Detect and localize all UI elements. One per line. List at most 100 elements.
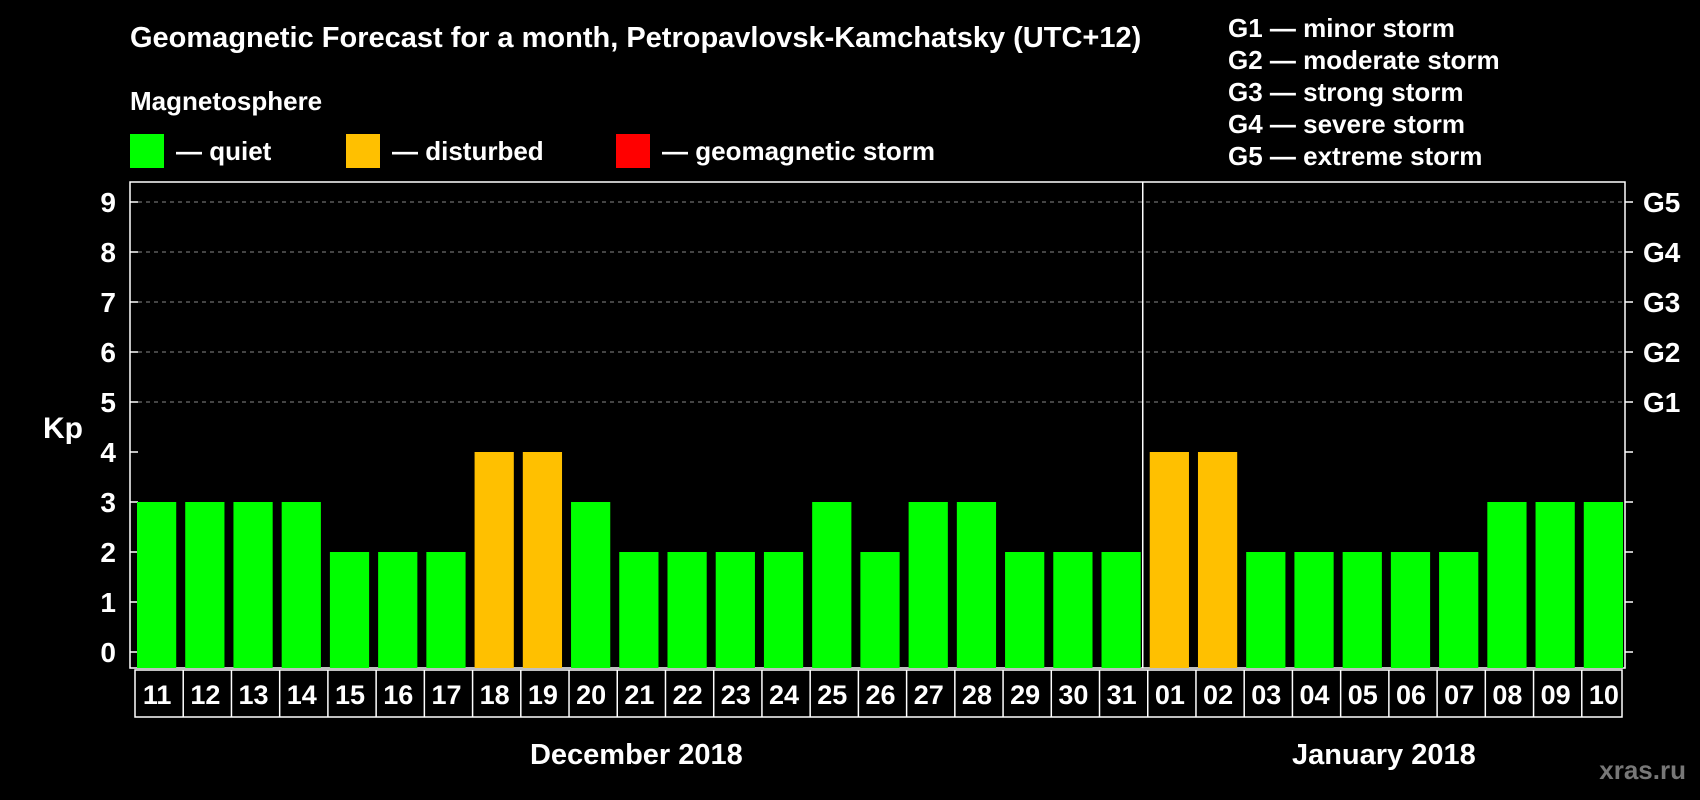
legend-swatch-storm bbox=[616, 134, 650, 168]
day-label: 04 bbox=[1300, 680, 1330, 710]
bar bbox=[378, 552, 418, 668]
day-label: 27 bbox=[914, 680, 944, 710]
storm-scale-g4: G4 — severe storm bbox=[1228, 109, 1466, 139]
y-tick-label: 0 bbox=[100, 637, 116, 668]
bar bbox=[1246, 552, 1286, 668]
day-label: 24 bbox=[769, 680, 799, 710]
right-tick-label: G3 bbox=[1643, 287, 1680, 318]
day-label: 16 bbox=[383, 680, 413, 710]
bar bbox=[1583, 502, 1623, 668]
storm-scale-g2: G2 — moderate storm bbox=[1228, 45, 1500, 75]
day-label: 28 bbox=[962, 680, 992, 710]
bar bbox=[185, 502, 225, 668]
bar bbox=[763, 552, 804, 668]
storm-scale-g3: G3 — strong storm bbox=[1228, 77, 1464, 107]
bar bbox=[1005, 552, 1045, 668]
bar bbox=[1487, 502, 1527, 668]
right-tick-label: G4 bbox=[1643, 237, 1681, 268]
legend-heading: Magnetosphere bbox=[130, 86, 323, 116]
y-tick-label: 2 bbox=[100, 537, 116, 568]
day-label: 02 bbox=[1203, 680, 1233, 710]
day-label: 13 bbox=[239, 680, 269, 710]
right-tick-label: G5 bbox=[1643, 187, 1680, 218]
day-label: 10 bbox=[1589, 680, 1619, 710]
y-tick-label: 1 bbox=[100, 587, 116, 618]
storm-scale-legend: G1 — minor storm G2 — moderate storm G3 … bbox=[1228, 12, 1500, 172]
day-label: 09 bbox=[1541, 680, 1571, 710]
month-label: January 2018 bbox=[1292, 739, 1476, 771]
y-axis-label: Kp bbox=[43, 412, 83, 445]
day-label: 14 bbox=[287, 680, 317, 710]
bar bbox=[956, 502, 997, 668]
bar bbox=[1101, 552, 1141, 668]
watermark: xras.ru bbox=[1599, 755, 1686, 785]
day-axis-frame bbox=[134, 669, 1623, 718]
y-tick-label: 6 bbox=[100, 337, 116, 368]
day-label: 12 bbox=[190, 680, 220, 710]
day-label: 31 bbox=[1107, 680, 1137, 710]
legend-storm: — geomagnetic storm bbox=[616, 134, 935, 168]
storm-scale-g1: G1 — minor storm bbox=[1228, 13, 1455, 43]
y-tick-label: 9 bbox=[100, 187, 116, 218]
bar bbox=[812, 502, 852, 668]
bar bbox=[329, 552, 370, 668]
day-label: 08 bbox=[1492, 680, 1522, 710]
bar bbox=[233, 502, 273, 668]
bar bbox=[1342, 552, 1382, 668]
legend-quiet: — quiet bbox=[130, 134, 271, 168]
day-label: 11 bbox=[143, 680, 172, 710]
day-label: 01 bbox=[1155, 680, 1185, 710]
bar bbox=[1294, 552, 1334, 668]
bar bbox=[1535, 502, 1575, 668]
bar bbox=[860, 552, 900, 668]
bar bbox=[474, 452, 514, 668]
day-label: 15 bbox=[335, 680, 365, 710]
day-label: 26 bbox=[865, 680, 895, 710]
right-tick-label: G2 bbox=[1643, 337, 1680, 368]
bar bbox=[571, 502, 611, 668]
bar bbox=[908, 502, 948, 668]
bar bbox=[1439, 552, 1479, 668]
day-label: 03 bbox=[1251, 680, 1281, 710]
day-label: 07 bbox=[1444, 680, 1474, 710]
bar bbox=[1390, 552, 1431, 668]
storm-scale-g5: G5 — extreme storm bbox=[1228, 141, 1483, 171]
right-tick-label: G1 bbox=[1643, 387, 1680, 418]
y-tick-label: 8 bbox=[100, 237, 116, 268]
day-label: 22 bbox=[673, 680, 703, 710]
y-tick-label: 4 bbox=[100, 437, 116, 468]
day-label: 23 bbox=[721, 680, 751, 710]
bar bbox=[426, 552, 466, 668]
day-label: 29 bbox=[1010, 680, 1040, 710]
bar bbox=[1197, 452, 1238, 668]
legend-disturbed: — disturbed bbox=[346, 134, 544, 168]
day-label: 21 bbox=[624, 680, 654, 710]
day-label: 05 bbox=[1348, 680, 1378, 710]
day-label: 18 bbox=[480, 680, 510, 710]
legend-label-quiet: — quiet bbox=[176, 135, 272, 166]
day-label: 17 bbox=[431, 680, 461, 710]
bar bbox=[281, 502, 321, 668]
bar bbox=[715, 552, 755, 668]
bar bbox=[1053, 552, 1093, 668]
legend-swatch-disturbed bbox=[346, 134, 380, 168]
bar bbox=[667, 552, 707, 668]
y-tick-label: 5 bbox=[100, 387, 116, 418]
legend-label-disturbed: — disturbed bbox=[392, 135, 544, 166]
day-label: 19 bbox=[528, 680, 558, 710]
day-label: 25 bbox=[817, 680, 847, 710]
y-tick-label: 7 bbox=[100, 287, 116, 318]
bar bbox=[619, 552, 659, 668]
bar bbox=[522, 452, 563, 668]
day-label: 20 bbox=[576, 680, 606, 710]
legend-swatch-quiet bbox=[130, 134, 164, 168]
day-label: 06 bbox=[1396, 680, 1426, 710]
bar bbox=[137, 502, 177, 668]
month-label: December 2018 bbox=[530, 739, 743, 771]
y-tick-label: 3 bbox=[100, 487, 116, 518]
day-label: 30 bbox=[1058, 680, 1088, 710]
legend-label-storm: — geomagnetic storm bbox=[662, 135, 936, 166]
chart-title: Geomagnetic Forecast for a month, Petrop… bbox=[130, 22, 1142, 54]
bar bbox=[1149, 452, 1189, 668]
